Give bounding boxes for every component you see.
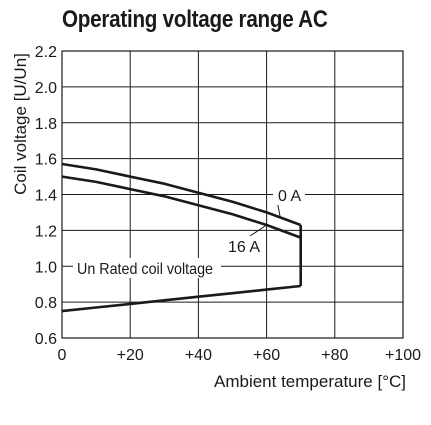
curve-rated-min: [61, 284, 301, 313]
tick-layer: 0 +20 +40 +60 +80 +100 0.6 0.8 1.0 1.2 1.4 1.6 1.8 2.…: [35, 44, 421, 364]
curve-16a: [61, 175, 302, 239]
y-tick-label: 1.8: [35, 116, 57, 133]
y-tick-label: 2.2: [35, 44, 57, 61]
y-tick-label: 1.4: [35, 188, 57, 205]
x-axis-label: Ambient temperature [°C]: [214, 372, 406, 391]
x-tick-label: +60: [253, 347, 280, 364]
x-tick-label: +40: [185, 347, 212, 364]
y-tick-label: 1.0: [35, 259, 57, 276]
label-0a: 0 A: [278, 188, 301, 205]
x-tick-label: 0: [58, 347, 67, 364]
y-tick-label: 2.0: [35, 80, 57, 97]
y-tick-label: 1.2: [35, 223, 57, 240]
y-tick-label: 1.6: [35, 152, 57, 169]
plot-frame: [61, 50, 404, 339]
label-rated: Un Rated coil voltage: [77, 261, 213, 278]
chart-title: Operating voltage range AC: [62, 6, 328, 33]
y-tick-label: 0.8: [35, 295, 57, 312]
label-rated-bg: [73, 258, 221, 278]
x-tick-label: +20: [117, 347, 144, 364]
x-tick-label: +100: [385, 347, 421, 364]
label-0a-bg: [273, 185, 305, 205]
label-16a-leader: [249, 224, 267, 237]
annotation-layer: 0 A 16 A Un Rated coil voltage: [73, 185, 305, 278]
y-axis-label: Coil voltage [U/Un]: [11, 53, 30, 195]
label-16a-bg: [224, 236, 264, 256]
curve-layer: [61, 162, 303, 313]
x-tick-label: +80: [321, 347, 348, 364]
grid-layer: [61, 50, 404, 339]
curve-0a: [61, 162, 302, 227]
label-16a: 16 A: [228, 239, 260, 256]
y-tick-label: 0.6: [35, 331, 57, 348]
